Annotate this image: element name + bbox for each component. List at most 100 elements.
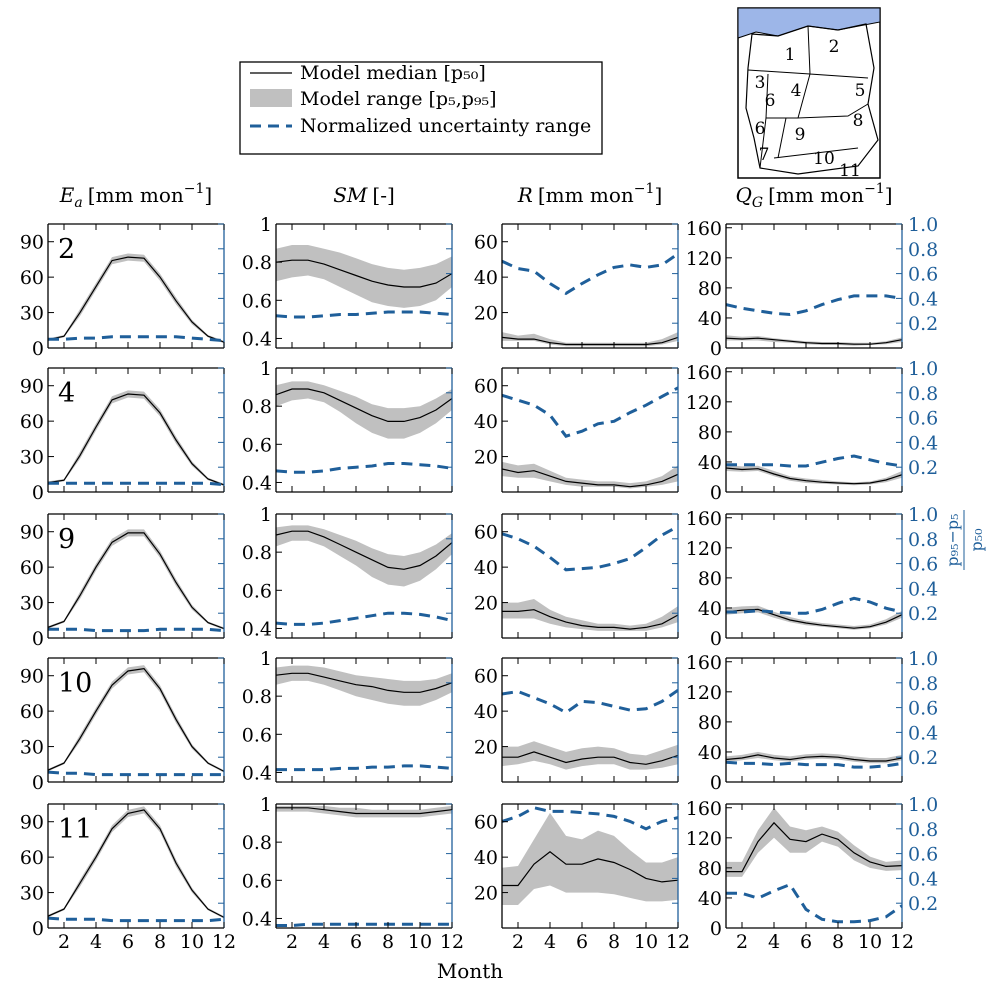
y-tick-label: 40 (698, 308, 722, 330)
model-median-line (276, 259, 452, 288)
x-tick-label: 8 (154, 931, 166, 953)
y-tick-label: 90 (20, 376, 44, 398)
plot-area (502, 252, 678, 347)
header-unit: [mm mon (768, 183, 864, 207)
model-range-band (502, 461, 678, 489)
y-tick-label: 80 (698, 278, 722, 300)
panel-r9-c2: 0.4 0.6 0.8 1 (242, 504, 453, 640)
x-tick-label: 2 (286, 931, 298, 953)
plot-area (48, 806, 224, 923)
normalized-uncertainty-line (48, 481, 224, 487)
y-tick-label: 0.4 (242, 762, 272, 784)
normalized-uncertainty-line (726, 454, 902, 468)
map-region-label: 11 (839, 161, 861, 181)
model-median-line (48, 809, 224, 918)
plot-area (276, 245, 452, 319)
y-tick-label: 20 (474, 883, 498, 905)
right-tick-label: 0.4 (908, 578, 938, 600)
header-unit: [-] (372, 183, 394, 207)
y-tick-label: 0 (32, 338, 44, 360)
right-tick-label: 1.0 (908, 794, 938, 816)
y-tick-label: 160 (686, 362, 722, 384)
x-tick-label: 6 (800, 931, 812, 953)
map-region-label: 10 (813, 149, 835, 169)
y-tick-label: 0.8 (242, 252, 272, 274)
x-tick-label: 6 (576, 931, 588, 953)
panel-r10-c2: 0.4 0.6 0.8 1 (242, 648, 453, 784)
plot-area (726, 454, 902, 486)
x-tick-label: 6 (122, 931, 134, 953)
model-median-line (276, 388, 452, 422)
y-tick-label: 160 (686, 508, 722, 530)
x-tick-label: 8 (832, 931, 844, 953)
y-tick-label: 30 (20, 883, 44, 905)
plot-area (502, 386, 678, 489)
model-median-line (48, 256, 224, 343)
panel-r2-c1: 0 30 60 90 2 (20, 223, 225, 360)
model-range-band (502, 599, 678, 631)
model-median-line (502, 336, 678, 346)
model-median-line (726, 337, 902, 345)
normalized-uncertainty-line (276, 922, 452, 927)
y-tick-label: 0.4 (242, 328, 272, 350)
y-tick-label: 40 (698, 598, 722, 620)
plot-area (502, 688, 678, 770)
right-tick-label: 0.4 (908, 432, 938, 454)
y-tick-label: 120 (686, 538, 722, 560)
y-tick-label: 1 (260, 504, 272, 526)
header-close: ] (654, 183, 662, 207)
y-tick-label: 1 (260, 358, 272, 380)
column-header: QG [mm mon−1] (735, 181, 892, 211)
map-border (797, 73, 869, 119)
y-tick-label: 90 (20, 232, 44, 254)
y-tick-label: 40 (474, 267, 498, 289)
y-tick-label: 120 (686, 392, 722, 414)
column-header: SM [-] (333, 183, 395, 207)
model-range-band (726, 807, 902, 877)
y-tick-label: 0 (32, 628, 44, 650)
plot-area (48, 390, 224, 487)
y-tick-label: 40 (474, 557, 498, 579)
y-tick-label: 40 (698, 452, 722, 474)
y-tick-label: 90 (20, 812, 44, 834)
y-tick-label: 0.8 (242, 396, 272, 418)
y-tick-label: 0.6 (242, 290, 272, 312)
y-tick-label: 60 (20, 557, 44, 579)
normalized-uncertainty-line (48, 335, 224, 343)
y-tick-label: 1 (260, 214, 272, 236)
column-header: R [mm mon−1] (517, 181, 663, 207)
map-frame (737, 7, 881, 179)
panel-r11-c2: 2 4 6 8 10 12 0.4 0.6 0.8 1 (242, 794, 464, 953)
y-tick-label: 0.6 (242, 724, 272, 746)
y-tick-label: 30 (20, 447, 44, 469)
y-tick-label: 30 (20, 593, 44, 615)
plot-area (48, 529, 224, 633)
header-variable: Q (735, 183, 751, 207)
plot-area (276, 665, 452, 772)
model-median-line (48, 667, 224, 772)
y-tick-label: 0 (710, 918, 722, 940)
right-tick-label: 0.6 (908, 408, 938, 430)
plot-area (48, 253, 224, 344)
y-tick-label: 120 (686, 682, 722, 704)
map-border (747, 69, 811, 75)
header-subscript: a (74, 195, 82, 211)
right-tick-label: 0.6 (908, 698, 938, 720)
right-tick-label: 0.4 (908, 722, 938, 744)
y-tick-label: 1 (260, 648, 272, 670)
plot-area (502, 525, 678, 631)
normalized-uncertainty-line (276, 611, 452, 626)
y-tick-label: 0.6 (242, 434, 272, 456)
x-axis-label: Month (437, 959, 503, 981)
y-tick-label: 120 (686, 828, 722, 850)
region-label: 11 (58, 814, 92, 845)
y-tick-label: 80 (698, 858, 722, 880)
y-tick-label: 120 (686, 248, 722, 270)
y-tick-label: 60 (474, 232, 498, 254)
model-median-line (502, 468, 678, 488)
y-tick-label: 160 (686, 798, 722, 820)
plot-area (276, 525, 452, 626)
normalized-uncertainty-line (726, 294, 902, 317)
